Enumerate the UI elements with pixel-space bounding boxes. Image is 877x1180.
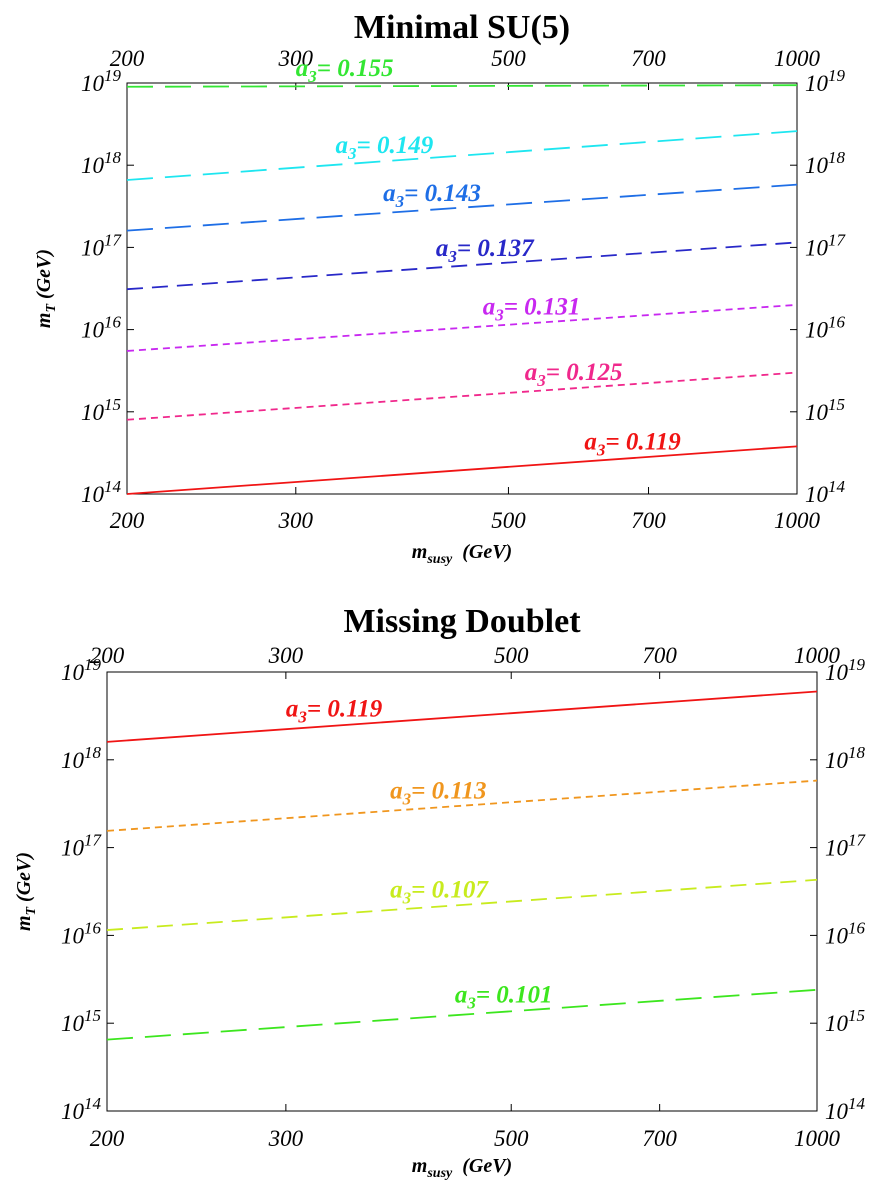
series-label-1: a3= 0.155 bbox=[296, 55, 394, 86]
y-axis-label: mT (GeV) bbox=[13, 852, 39, 931]
series-line-7 bbox=[126, 445, 798, 495]
y-tick-label-right: 1015 bbox=[825, 1006, 865, 1036]
series-label-5: a3= 0.131 bbox=[483, 294, 581, 325]
series-line-3 bbox=[106, 878, 818, 931]
x-tick-label-top: 200 bbox=[110, 46, 145, 71]
x-tick-label: 300 bbox=[268, 1126, 304, 1151]
y-tick-label-right: 1014 bbox=[825, 1094, 866, 1124]
series-label-4: a3= 0.101 bbox=[455, 982, 553, 1013]
series-label-2: a3= 0.149 bbox=[335, 132, 433, 163]
x-axis-label: msusy (GeV) bbox=[412, 1155, 512, 1180]
series-line-5 bbox=[126, 303, 798, 352]
x-tick-label: 200 bbox=[90, 1126, 125, 1151]
x-tick-label: 200 bbox=[110, 508, 145, 533]
series-line-4 bbox=[126, 241, 798, 291]
y-tick-label-right: 1017 bbox=[805, 230, 847, 260]
y-tick-label-right: 1018 bbox=[805, 148, 846, 178]
x-tick-label-top: 1000 bbox=[794, 643, 841, 668]
x-tick-label-top: 500 bbox=[494, 643, 529, 668]
series-label-7: a3= 0.119 bbox=[584, 429, 681, 460]
y-tick-label: 1015 bbox=[61, 1006, 101, 1036]
y-tick-label: 1015 bbox=[81, 395, 121, 425]
y-axis-label: mT (GeV) bbox=[33, 249, 59, 328]
y-tick-label: 1017 bbox=[81, 230, 123, 260]
x-tick-label: 500 bbox=[494, 1126, 529, 1151]
y-tick-label: 1014 bbox=[81, 477, 122, 507]
x-tick-label: 300 bbox=[278, 508, 314, 533]
x-tick-label: 1000 bbox=[794, 1126, 841, 1151]
y-tick-label-right: 1017 bbox=[825, 831, 867, 861]
y-tick-label-right: 1014 bbox=[805, 477, 846, 507]
x-tick-label-top: 500 bbox=[491, 46, 526, 71]
y-tick-label: 1017 bbox=[61, 831, 103, 861]
series-label-3: a3= 0.143 bbox=[383, 180, 481, 211]
series-line-2 bbox=[106, 779, 818, 832]
plot-frame bbox=[106, 671, 818, 1112]
series-label-1: a3= 0.119 bbox=[286, 696, 383, 727]
y-tick-label-right: 1018 bbox=[825, 743, 866, 773]
x-tick-label-top: 700 bbox=[631, 46, 666, 71]
chart-panel-2: Missing Doublet 200 200 300 300 500 500 700 700 1… bbox=[13, 603, 867, 1180]
x-tick-label-top: 1000 bbox=[774, 46, 821, 71]
y-tick-label: 1019 bbox=[81, 66, 122, 96]
x-tick-label: 700 bbox=[642, 1126, 677, 1151]
x-tick-label-top: 300 bbox=[278, 46, 314, 71]
series-line-2 bbox=[126, 130, 798, 181]
series-line-6 bbox=[126, 371, 798, 421]
y-tick-label: 1014 bbox=[61, 1094, 102, 1124]
y-tick-label-right: 1016 bbox=[805, 313, 846, 343]
chart-title: Missing Doublet bbox=[343, 603, 581, 640]
x-tick-label-top: 200 bbox=[90, 643, 125, 668]
y-tick-label-right: 1019 bbox=[805, 66, 846, 96]
x-axis-label: msusy (GeV) bbox=[412, 541, 512, 567]
y-tick-label: 1016 bbox=[81, 313, 122, 343]
series-line-4 bbox=[106, 988, 818, 1041]
x-tick-label: 1000 bbox=[774, 508, 821, 533]
y-tick-label-right: 1019 bbox=[825, 655, 866, 685]
chart-panel-1: Minimal SU(5) 200 200 300 300 500 500 700 700 100… bbox=[33, 9, 847, 567]
y-tick-label: 1018 bbox=[81, 148, 122, 178]
y-tick-label: 1019 bbox=[61, 655, 102, 685]
series-label-6: a3= 0.125 bbox=[525, 359, 623, 390]
series-line-1 bbox=[106, 690, 818, 743]
chart-title: Minimal SU(5) bbox=[354, 9, 570, 46]
plot-frame bbox=[126, 82, 798, 495]
x-tick-label-top: 700 bbox=[642, 643, 677, 668]
series-label-4: a3= 0.137 bbox=[436, 235, 535, 266]
series-label-2: a3= 0.113 bbox=[390, 777, 486, 808]
y-tick-label-right: 1016 bbox=[825, 918, 866, 948]
y-tick-label: 1018 bbox=[61, 743, 102, 773]
series-line-1 bbox=[126, 84, 798, 88]
x-tick-label: 500 bbox=[491, 508, 526, 533]
y-tick-label: 1016 bbox=[61, 918, 102, 948]
series-label-3: a3= 0.107 bbox=[390, 876, 489, 907]
x-tick-label: 700 bbox=[631, 508, 666, 533]
x-tick-label-top: 300 bbox=[268, 643, 304, 668]
y-tick-label-right: 1015 bbox=[805, 395, 845, 425]
